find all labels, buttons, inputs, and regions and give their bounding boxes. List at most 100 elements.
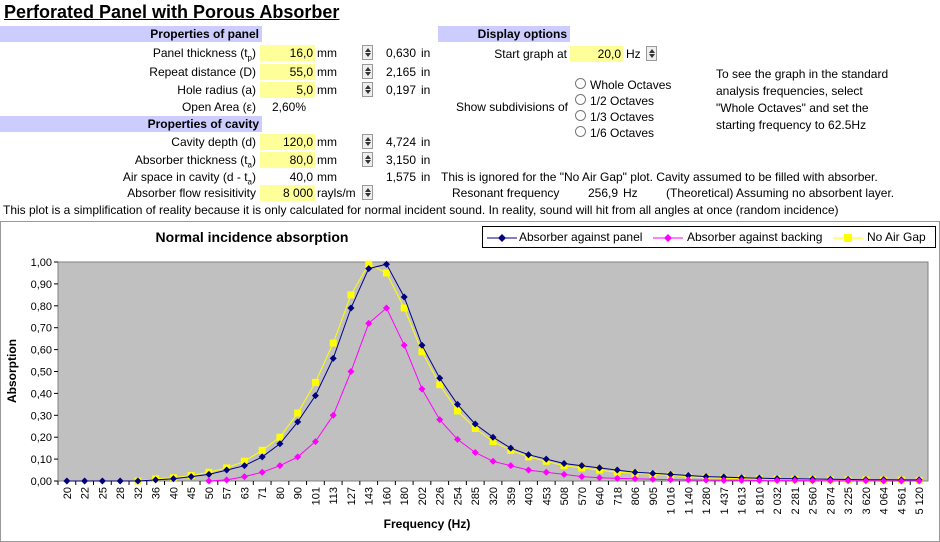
- cavity-depth-spinner[interactable]: [362, 134, 373, 149]
- data-point-marker: [365, 260, 373, 268]
- x-tick-label: 90: [293, 487, 305, 499]
- data-point-marker: [276, 462, 284, 470]
- inch-unit: in: [421, 135, 431, 149]
- y-tick-label: 0,10: [31, 454, 52, 466]
- legend-swatch-backing: [653, 234, 683, 242]
- x-tick-label: 143: [364, 487, 376, 505]
- data-point-marker: [329, 339, 337, 347]
- x-tick-label: 254: [452, 487, 464, 505]
- data-point-marker: [169, 475, 177, 483]
- data-point-marker: [205, 477, 213, 485]
- x-tick-label: 45: [186, 487, 198, 499]
- data-point-marker: [81, 477, 89, 485]
- y-tick-label: 0,50: [31, 367, 52, 379]
- help-text: To see the graph in the standard analysi…: [716, 67, 889, 132]
- data-point-marker: [453, 400, 461, 408]
- sixth-octaves-radio[interactable]: [575, 126, 586, 137]
- repeat-distance-spinner[interactable]: [362, 64, 373, 79]
- data-point-marker: [560, 470, 568, 478]
- page-title: Perforated Panel with Porous Absorber: [4, 2, 340, 22]
- cavity-depth-field[interactable]: 120,0: [260, 134, 315, 150]
- hole-radius-inches: 0,197: [385, 83, 416, 97]
- hole-radius-spinner[interactable]: [362, 82, 373, 97]
- data-point-marker: [311, 438, 319, 446]
- data-point-marker: [915, 477, 923, 485]
- hole-radius-field[interactable]: 5,0: [260, 82, 315, 98]
- data-point-marker: [347, 291, 355, 299]
- air-space-unit: mm: [317, 170, 337, 184]
- data-point-marker: [329, 411, 337, 419]
- legend-label-backing: Absorber against backing: [687, 230, 823, 244]
- x-tick-label: 28: [115, 487, 127, 499]
- half-octaves-radio[interactable]: [575, 94, 586, 105]
- start-graph-field[interactable]: 20,0: [570, 46, 623, 62]
- data-point-marker: [294, 409, 302, 417]
- flow-resistivity-spinner[interactable]: [362, 185, 373, 200]
- panel-thickness-unit: mm: [317, 46, 337, 60]
- data-point-marker: [773, 477, 781, 485]
- inch-unit: in: [421, 46, 431, 60]
- panel-thickness-label: Panel thickness (tp): [152, 46, 256, 63]
- x-axis-label: Frequency (Hz): [384, 517, 471, 531]
- whole-octaves-radio[interactable]: [575, 78, 586, 89]
- x-tick-label: 508: [559, 487, 571, 505]
- data-point-marker: [862, 477, 870, 485]
- x-tick-label: 1 140: [683, 487, 695, 515]
- data-point-marker: [276, 433, 284, 441]
- y-tick-label: 0,20: [31, 432, 52, 444]
- data-point-marker: [311, 378, 319, 386]
- plot-area: [57, 261, 929, 482]
- data-point-marker: [347, 304, 355, 312]
- start-graph-spinner[interactable]: [646, 46, 657, 61]
- y-tick-label: 0,00: [31, 476, 52, 488]
- cavity-properties-header: Properties of cavity: [0, 116, 262, 132]
- panel-thickness-field[interactable]: 16,0: [260, 45, 315, 61]
- absorber-thickness-field[interactable]: 80,0: [260, 152, 315, 168]
- x-tick-label: 71: [257, 487, 269, 499]
- data-point-marker: [596, 474, 604, 482]
- inch-unit: in: [421, 65, 431, 79]
- data-point-marker: [560, 459, 568, 467]
- data-point-marker: [240, 457, 248, 465]
- data-point-marker: [542, 468, 550, 476]
- x-tick-label: 2 032: [772, 487, 784, 515]
- x-tick-label: 453: [541, 487, 553, 505]
- x-tick-label: 113: [328, 487, 340, 505]
- x-tick-label: 63: [239, 487, 251, 499]
- data-point-marker: [613, 474, 621, 482]
- third-octaves-radio[interactable]: [575, 110, 586, 121]
- start-graph-unit: Hz: [626, 47, 641, 61]
- data-point-marker: [578, 473, 586, 481]
- data-point-marker: [365, 319, 373, 327]
- data-point-marker: [294, 418, 302, 426]
- flow-resistivity-field[interactable]: 8 000: [260, 185, 315, 201]
- data-point-marker: [400, 304, 408, 312]
- cavity-depth-unit: mm: [317, 135, 337, 149]
- data-point-marker: [809, 477, 817, 485]
- data-point-marker: [223, 476, 231, 484]
- x-tick-label: 1 280: [701, 487, 713, 515]
- data-point-marker: [116, 477, 124, 485]
- data-point-marker: [596, 464, 604, 472]
- x-tick-label: 50: [204, 487, 216, 499]
- data-point-marker: [205, 470, 213, 478]
- data-point-marker: [738, 476, 746, 484]
- x-tick-label: 2 560: [808, 487, 820, 515]
- data-point-marker: [329, 354, 337, 362]
- data-point-marker: [365, 265, 373, 273]
- inch-unit: in: [421, 83, 431, 97]
- panel-thickness-spinner[interactable]: [362, 45, 373, 60]
- x-tick-label: 4 064: [879, 487, 891, 515]
- x-tick-label: 806: [630, 487, 642, 505]
- data-point-marker: [223, 466, 231, 474]
- no-air-gap-note: This is ignored for the "No Air Gap" plo…: [441, 170, 878, 184]
- absorber-thickness-spinner[interactable]: [362, 152, 373, 167]
- data-point-marker: [631, 468, 639, 476]
- x-tick-label: 2 281: [790, 487, 802, 515]
- data-point-marker: [471, 449, 479, 457]
- data-point-marker: [578, 462, 586, 470]
- resonant-frequency-value: 256,9: [587, 186, 618, 200]
- data-point-marker: [240, 462, 248, 470]
- repeat-distance-field[interactable]: 55,0: [260, 64, 315, 80]
- data-point-marker: [63, 477, 71, 485]
